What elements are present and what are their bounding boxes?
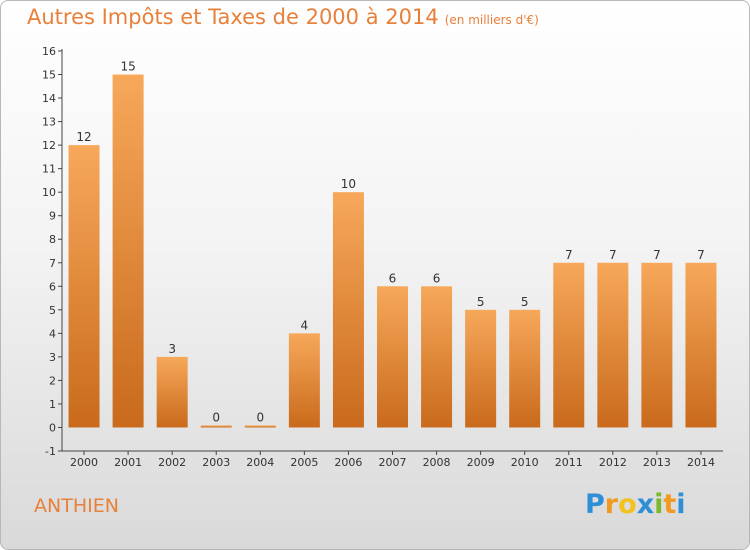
data-label: 7 xyxy=(609,248,617,262)
y-tick-label: 9 xyxy=(49,210,56,223)
data-label: 4 xyxy=(301,318,309,332)
y-tick-label: 4 xyxy=(49,327,56,340)
logo-letter: i xyxy=(676,489,686,520)
data-label: 7 xyxy=(697,248,705,262)
data-label: 15 xyxy=(120,60,135,74)
bar xyxy=(288,333,320,428)
y-tick-label: -1 xyxy=(45,445,56,458)
bar xyxy=(421,286,453,428)
data-label: 12 xyxy=(76,130,91,144)
bar xyxy=(112,74,144,428)
x-tick-label: 2010 xyxy=(511,456,539,469)
data-label: 6 xyxy=(389,271,397,285)
data-label: 3 xyxy=(168,342,176,356)
x-tick-label: 2003 xyxy=(202,456,230,469)
x-tick-label: 2007 xyxy=(379,456,407,469)
chart-data-labels: 12 15 3 0 0 4 10 6 6 5 5 7 7 7 7 xyxy=(76,60,704,425)
y-tick-label: 13 xyxy=(42,116,56,129)
bar xyxy=(200,425,232,428)
y-tick-label: 1 xyxy=(49,398,56,411)
x-tick-label: 2008 xyxy=(423,456,451,469)
x-tick-label: 2001 xyxy=(114,456,142,469)
y-tick-label: 5 xyxy=(49,304,56,317)
y-tick-label: 16 xyxy=(42,45,56,58)
logo-letter: o xyxy=(618,489,637,520)
x-tick-label: 2006 xyxy=(334,456,362,469)
x-tick-label: 2011 xyxy=(555,456,583,469)
y-tick-label: 8 xyxy=(49,233,56,246)
bar xyxy=(156,356,188,428)
bar xyxy=(244,425,276,428)
x-tick-label: 2014 xyxy=(687,456,715,469)
x-tick-label: 2002 xyxy=(158,456,186,469)
y-tick-label: 11 xyxy=(42,163,56,176)
logo-letter: r xyxy=(604,489,619,520)
logo-letter: x xyxy=(636,489,655,520)
data-label: 7 xyxy=(653,248,661,262)
y-tick-label: 12 xyxy=(42,139,56,152)
y-tick-label: 2 xyxy=(49,374,56,387)
commune-name: ANTHIEN xyxy=(34,495,119,517)
data-label: 6 xyxy=(433,271,441,285)
data-label: 5 xyxy=(477,295,485,309)
y-tick-label: 7 xyxy=(49,257,56,270)
y-tick-label: 14 xyxy=(42,92,56,105)
chart-title-text: Autres Impôts et Taxes de 2000 à 2014 xyxy=(27,5,439,29)
bar xyxy=(597,262,629,428)
chart-bars xyxy=(68,74,717,428)
bar xyxy=(377,286,408,428)
bar xyxy=(465,309,497,428)
bar xyxy=(641,262,673,428)
data-label: 7 xyxy=(565,248,573,262)
bar xyxy=(685,262,717,428)
bar xyxy=(332,192,364,428)
chart-unit: (en milliers d'€) xyxy=(444,13,539,27)
data-label: 10 xyxy=(341,177,356,191)
y-tick-label: 15 xyxy=(42,69,56,82)
y-tick-label: 0 xyxy=(49,421,56,434)
y-tick-label: 6 xyxy=(49,280,56,293)
chart-title: Autres Impôts et Taxes de 2000 à 2014 (en… xyxy=(27,5,539,29)
logo-letter: i xyxy=(654,489,664,520)
x-tick-label: 2012 xyxy=(599,456,627,469)
y-tick-label: 10 xyxy=(42,186,56,199)
data-label: 0 xyxy=(256,410,264,424)
bar xyxy=(553,262,585,428)
bar xyxy=(509,309,541,428)
data-label: 0 xyxy=(212,410,220,424)
data-label: 5 xyxy=(521,295,529,309)
x-tick-label: 2000 xyxy=(70,456,98,469)
logo-letter: P xyxy=(585,489,605,520)
x-tick-label: 2009 xyxy=(467,456,495,469)
bar xyxy=(68,145,100,428)
logo-letter: t xyxy=(663,489,677,520)
x-tick-label: 2013 xyxy=(643,456,671,469)
x-tick-label: 2005 xyxy=(290,456,318,469)
y-tick-label: 3 xyxy=(49,351,56,364)
x-tick-label: 2004 xyxy=(246,456,274,469)
proxiti-logo: Proxiti xyxy=(585,489,686,520)
